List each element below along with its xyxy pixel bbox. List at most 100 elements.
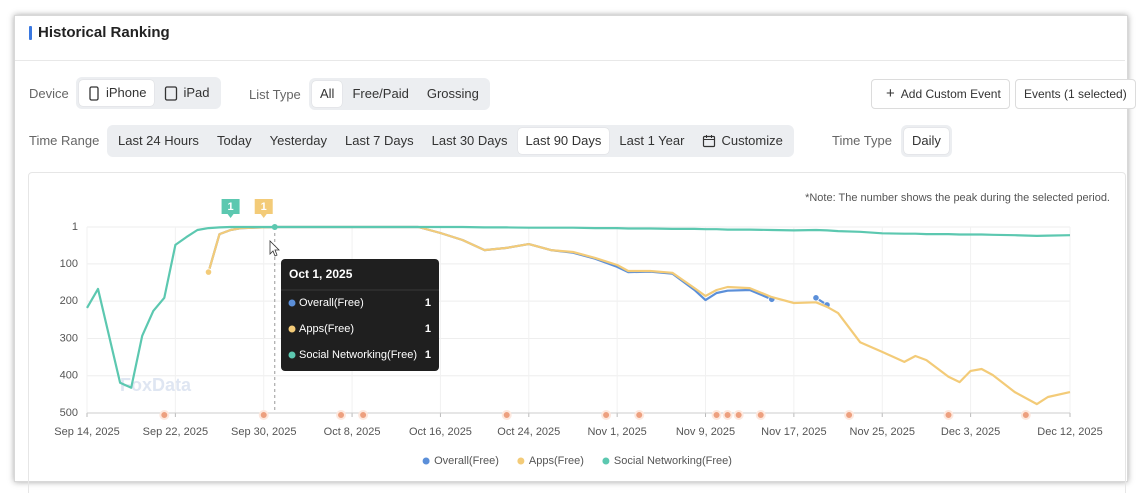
option-text: Last 7 Days (344, 133, 414, 148)
filter-option[interactable]: Last 30 Days (424, 128, 516, 154)
option-text: iPhone (106, 85, 147, 100)
peak-badge-shape (254, 199, 273, 218)
peak-badge: 1 (221, 199, 240, 218)
filter-option[interactable]: Daily (904, 128, 949, 154)
filter-label: List Type (249, 87, 301, 102)
tooltip-swatch (288, 325, 296, 333)
series-point (812, 294, 820, 302)
legend-swatch (422, 457, 430, 465)
button-text: Events (1 selected) (1024, 87, 1127, 101)
legend-label: Social Networking(Free) (614, 455, 732, 467)
x-tick-label: Oct 16, 2025 (409, 426, 472, 438)
series-line (86, 225, 1071, 389)
legend-label: Apps(Free) (529, 455, 584, 467)
chart-note: *Note: The number shows the peak during … (805, 192, 1110, 204)
event-marker (634, 410, 645, 420)
peak-badge-shape (221, 199, 240, 218)
option-icon (89, 85, 99, 101)
filter-option[interactable]: Grossing (419, 81, 487, 107)
option-text: Last 90 Days (525, 133, 602, 148)
x-tick-label: Oct 8, 2025 (324, 426, 381, 438)
x-tick-label: Sep 22, 2025 (143, 426, 208, 438)
x-tick-label: Sep 30, 2025 (231, 426, 296, 438)
event-marker (601, 410, 612, 420)
filter-option[interactable]: Customize (694, 128, 790, 154)
option-text: Daily (912, 133, 941, 148)
peak-label: 1 (228, 201, 234, 213)
tooltip-name: Apps(Free) (299, 323, 354, 335)
x-tick-label: Nov 17, 2025 (761, 426, 826, 438)
x-tick-label: Nov 1, 2025 (587, 426, 646, 438)
event-marker (733, 410, 744, 420)
chart-panel (28, 172, 1126, 493)
event-marker (501, 410, 512, 420)
event-marker (722, 410, 733, 420)
y-tick-label: 100 (60, 258, 78, 270)
option-text: iPad (183, 85, 210, 100)
section-title: Historical Ranking (38, 24, 170, 41)
tooltip-name: Overall(Free) (299, 297, 364, 309)
tooltip-swatch (288, 351, 296, 359)
filter-option[interactable]: Free/Paid (344, 81, 416, 107)
peak-badge: 1 (254, 199, 273, 218)
filter-option[interactable]: Last 24 Hours (110, 128, 207, 154)
y-tick-label: 200 (60, 295, 78, 307)
option-text: Last 24 Hours (118, 133, 199, 148)
x-tick-label: Nov 25, 2025 (850, 426, 915, 438)
series-point (204, 268, 213, 276)
filter-option[interactable]: Yesterday (262, 128, 335, 154)
y-tick-label: 300 (60, 332, 78, 344)
event-marker (336, 410, 347, 420)
plus-icon: + (886, 85, 895, 102)
divider (15, 60, 1125, 61)
filter-option[interactable]: Last 90 Days (517, 128, 610, 154)
x-tick-label: Dec 3, 2025 (941, 426, 1000, 438)
option-text: Last 1 Year (619, 133, 685, 148)
filter-option[interactable]: iPad (156, 80, 217, 106)
option-icon (165, 85, 178, 101)
event-marker (358, 410, 369, 420)
filter-option[interactable]: iPhone (79, 80, 155, 106)
x-tick-label: Nov 9, 2025 (676, 426, 735, 438)
time-range-switch: Last 24 Hours Today Yesterday Last 7 Days La… (107, 125, 794, 157)
filter-option[interactable]: Last 7 Days (337, 128, 422, 154)
event-marker (159, 410, 170, 420)
y-tick-label: 500 (60, 407, 78, 419)
filter-option[interactable]: All (312, 81, 343, 107)
watermark: FoxData (120, 375, 192, 395)
filter-label: Device (29, 86, 69, 101)
events-button[interactable]: Events (1 selected) (1015, 79, 1136, 109)
event-marker (258, 410, 269, 420)
add-event-button[interactable]: + Add Custom Event (871, 79, 1010, 109)
option-text: Grossing (426, 86, 479, 101)
option-icon (703, 134, 716, 147)
tooltip-swatch (288, 299, 296, 307)
event-marker (755, 410, 766, 420)
event-marker (943, 410, 954, 420)
y-tick-label: 400 (60, 370, 78, 382)
event-marker (1020, 410, 1031, 420)
x-tick-label: Sep 14, 2025 (54, 426, 119, 438)
cursor (269, 240, 280, 257)
filter-option[interactable]: Today (209, 128, 260, 154)
tooltip-value: 1 (425, 323, 431, 335)
event-marker (844, 410, 855, 420)
tooltip: Oct 1, 2025 Overall(Free) 1 Apps(Free) 1 Soci… (281, 259, 439, 371)
y-tick-label: 1 (72, 221, 78, 233)
option-text: Today (216, 133, 252, 148)
option-text: All (320, 86, 335, 101)
hover-point (271, 224, 278, 230)
button-text: Add Custom Event (900, 87, 1001, 101)
title-accent (29, 26, 32, 40)
legend: Overall(Free) Apps(Free) Social Networking… (422, 455, 732, 467)
x-tick-label: Dec 12, 2025 (1037, 426, 1102, 438)
filter-option[interactable]: Last 1 Year (611, 128, 692, 154)
tooltip-box (281, 259, 439, 371)
tooltip-title: Oct 1, 2025 (289, 267, 353, 281)
event-marker (711, 410, 722, 420)
option-text: Last 30 Days (431, 133, 508, 148)
legend-label: Overall(Free) (434, 455, 499, 467)
tooltip-name: Social Networking(Free) (299, 349, 417, 361)
